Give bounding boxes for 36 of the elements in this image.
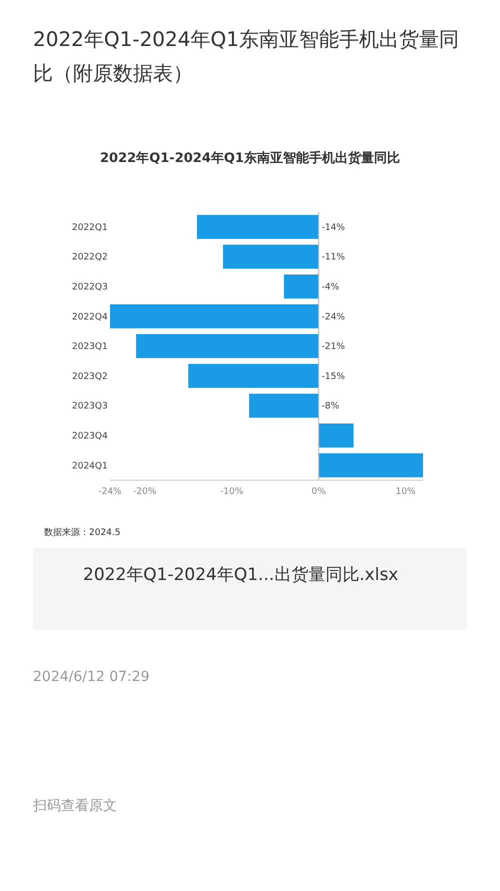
chart-title: 2022年Q1-2024年Q1东南亚智能手机出货量同比（附原数据表）	[33, 26, 460, 87]
data-label: -4%	[322, 282, 340, 292]
bar	[223, 244, 319, 269]
data-label: -14%	[322, 222, 346, 233]
bar	[188, 364, 319, 388]
x-tick-label: 10%	[396, 487, 416, 498]
bar	[249, 394, 319, 418]
bar	[318, 453, 423, 478]
chart-subtitle: 2022年Q1-2024年Q1东南亚智能手机出货量同比	[100, 150, 400, 166]
y-tick-label: 2022Q4	[72, 312, 108, 322]
y-tick-label: 2023Q4	[72, 432, 108, 442]
y-tick-label: 2023Q2	[72, 372, 108, 382]
y-tick-label: 2022Q3	[72, 282, 108, 292]
y-tick-label: 2023Q1	[72, 342, 108, 352]
data-label: -11%	[322, 252, 346, 263]
data-label: -15%	[322, 372, 346, 382]
data-label: -24%	[322, 312, 346, 322]
source-note: 数据来源：2024.5	[44, 527, 120, 538]
y-tick-label: 2022Q1	[72, 222, 108, 233]
x-tick-label: -20%	[133, 487, 157, 498]
x-tick-label: -24%	[98, 487, 122, 498]
bar	[110, 304, 319, 328]
bar	[318, 424, 354, 448]
data-label: -21%	[322, 342, 346, 352]
text: 扫码查看原文	[32, 798, 117, 814]
x-tick-label: 0%	[312, 487, 326, 498]
y-tick-label: 2024Q1	[72, 461, 108, 472]
text: 2022年Q1-2024年Q1...出货量同比.xlsx	[83, 565, 398, 585]
x-tick-label: -10%	[220, 487, 244, 498]
y-tick-label: 2023Q3	[72, 402, 108, 412]
text: 2024/6/12 07:29	[33, 669, 150, 685]
bar	[196, 214, 319, 239]
bar	[136, 334, 319, 358]
data-label: -8%	[322, 402, 340, 412]
bar	[284, 274, 319, 298]
y-tick-label: 2022Q2	[72, 252, 108, 263]
